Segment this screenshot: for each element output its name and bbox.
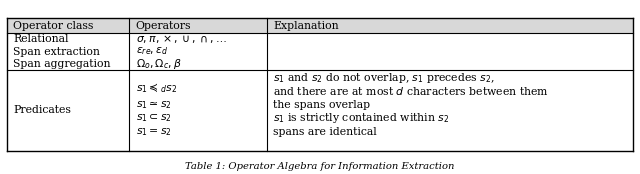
Text: $\Omega_o, \Omega_c, \beta$: $\Omega_o, \Omega_c, \beta$ [136, 57, 182, 71]
Text: $s_1 = s_2$: $s_1 = s_2$ [136, 126, 172, 138]
Text: $\epsilon_{re}, \epsilon_d$: $\epsilon_{re}, \epsilon_d$ [136, 46, 168, 57]
Text: Operator class: Operator class [13, 21, 94, 31]
Text: $s_1$ and $s_2$ do not overlap, $s_1$ precedes $s_2$,: $s_1$ and $s_2$ do not overlap, $s_1$ pr… [273, 71, 495, 85]
Bar [7, 18, 633, 33]
Text: $s_1 \preceq_d s_2$: $s_1 \preceq_d s_2$ [136, 81, 177, 95]
Text: Predicates: Predicates [13, 105, 71, 115]
Text: Operators: Operators [136, 21, 191, 31]
Text: spans are identical: spans are identical [273, 127, 377, 137]
Text: the spans overlap: the spans overlap [273, 100, 371, 110]
Text: $\sigma, \pi, \times, \cup, \cap, \ldots$: $\sigma, \pi, \times, \cup, \cap, \ldots… [136, 33, 226, 45]
Text: Span aggregation: Span aggregation [13, 59, 111, 69]
Text: $s_1$ is strictly contained within $s_2$: $s_1$ is strictly contained within $s_2$ [273, 111, 450, 125]
Text: $s_1 \subset s_2$: $s_1 \subset s_2$ [136, 113, 172, 124]
Text: Table 1: Operator Algebra for Information Extraction: Table 1: Operator Algebra for Informatio… [185, 162, 455, 171]
Text: Relational: Relational [13, 34, 69, 44]
Text: Explanation: Explanation [273, 21, 339, 31]
Text: Span extraction: Span extraction [13, 46, 100, 57]
Text: and there are at most $d$ characters between them: and there are at most $d$ characters bet… [273, 85, 549, 97]
Text: $s_1 \simeq s_2$: $s_1 \simeq s_2$ [136, 99, 172, 111]
